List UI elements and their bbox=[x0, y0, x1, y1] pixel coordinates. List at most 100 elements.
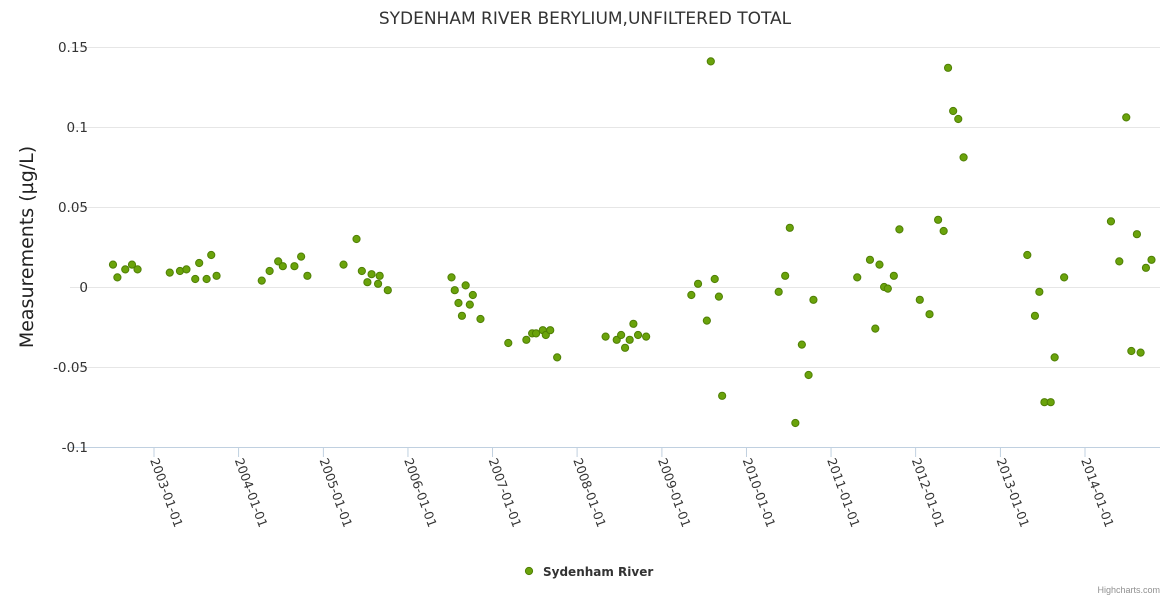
data-point[interactable] bbox=[774, 287, 783, 296]
data-point[interactable] bbox=[620, 343, 630, 352]
data-point[interactable] bbox=[1060, 273, 1069, 282]
data-point[interactable] bbox=[476, 314, 485, 324]
data-point[interactable] bbox=[871, 324, 880, 333]
data-point[interactable] bbox=[1106, 217, 1116, 226]
data-point[interactable] bbox=[265, 266, 274, 276]
data-point[interactable] bbox=[1136, 348, 1145, 357]
x-tick-label: 2004-01-01 bbox=[232, 456, 271, 529]
data-point[interactable] bbox=[367, 270, 376, 279]
data-point[interactable] bbox=[1147, 255, 1156, 264]
data-point[interactable] bbox=[925, 310, 934, 319]
data-point[interactable] bbox=[375, 271, 384, 280]
data-point[interactable] bbox=[1050, 353, 1059, 362]
data-point[interactable] bbox=[1023, 250, 1032, 260]
data-point[interactable] bbox=[706, 57, 715, 66]
y-tick-label: -0.1 bbox=[62, 440, 88, 456]
data-point[interactable] bbox=[113, 273, 122, 282]
data-point[interactable] bbox=[1122, 113, 1131, 122]
data-point[interactable] bbox=[889, 271, 898, 280]
data-point[interactable] bbox=[939, 226, 948, 236]
data-point[interactable] bbox=[465, 300, 474, 309]
data-point[interactable] bbox=[875, 260, 884, 269]
data-point[interactable] bbox=[1127, 346, 1136, 356]
data-point[interactable] bbox=[601, 332, 610, 341]
data-point[interactable] bbox=[804, 370, 813, 380]
data-point[interactable] bbox=[791, 418, 800, 428]
data-point[interactable] bbox=[933, 215, 943, 224]
data-point[interactable] bbox=[257, 276, 266, 285]
data-point[interactable] bbox=[191, 274, 200, 284]
data-point[interactable] bbox=[202, 274, 211, 284]
data-point[interactable] bbox=[553, 353, 562, 362]
data-point[interactable] bbox=[182, 265, 191, 274]
data-point[interactable] bbox=[357, 266, 366, 276]
data-point[interactable] bbox=[461, 281, 470, 290]
data-point[interactable] bbox=[274, 257, 283, 266]
data-point[interactable] bbox=[447, 273, 456, 282]
data-point[interactable] bbox=[531, 329, 541, 338]
data-point[interactable] bbox=[303, 271, 312, 280]
data-point[interactable] bbox=[133, 265, 142, 274]
data-point[interactable] bbox=[1141, 263, 1151, 272]
data-point[interactable] bbox=[1132, 230, 1142, 239]
data-point[interactable] bbox=[959, 153, 968, 162]
data-point[interactable] bbox=[718, 391, 727, 400]
data-point[interactable] bbox=[352, 234, 361, 244]
data-point[interactable] bbox=[633, 330, 643, 340]
data-point[interactable] bbox=[1046, 398, 1055, 407]
data-point[interactable] bbox=[127, 260, 137, 269]
data-point[interactable] bbox=[642, 332, 651, 341]
data-point[interactable] bbox=[457, 311, 467, 320]
data-point[interactable] bbox=[710, 274, 719, 284]
legend[interactable]: Sydenham River bbox=[524, 565, 653, 579]
data-point[interactable] bbox=[468, 290, 477, 300]
data-point[interactable] bbox=[1030, 311, 1040, 320]
x-tick-label: 2009-01-01 bbox=[655, 456, 694, 529]
data-point[interactable] bbox=[617, 330, 626, 340]
data-point[interactable] bbox=[693, 279, 703, 288]
data-point[interactable] bbox=[297, 252, 306, 261]
data-point[interactable] bbox=[363, 278, 372, 287]
data-point[interactable] bbox=[687, 290, 696, 300]
data-point[interactable] bbox=[121, 265, 130, 274]
data-point[interactable] bbox=[504, 338, 513, 348]
data-point[interactable] bbox=[165, 268, 174, 277]
data-point[interactable] bbox=[714, 292, 724, 301]
data-point[interactable] bbox=[454, 298, 463, 308]
data-point[interactable] bbox=[895, 225, 904, 234]
data-point[interactable] bbox=[546, 326, 555, 335]
data-point[interactable] bbox=[195, 258, 204, 268]
data-point[interactable] bbox=[629, 319, 638, 328]
legend-label-sydenham-river[interactable]: Sydenham River bbox=[543, 565, 653, 579]
data-point[interactable] bbox=[212, 271, 221, 280]
data-point[interactable] bbox=[625, 335, 634, 344]
data-point[interactable] bbox=[108, 260, 118, 269]
x-tick-label: 2012-01-01 bbox=[909, 456, 948, 529]
data-point[interactable] bbox=[278, 262, 287, 271]
data-point[interactable] bbox=[290, 262, 299, 271]
data-point[interactable] bbox=[785, 223, 794, 232]
data-point[interactable] bbox=[339, 260, 348, 269]
y-tick-label: -0.05 bbox=[53, 360, 88, 376]
data-point[interactable] bbox=[450, 286, 459, 295]
credits-link[interactable]: Highcharts.com bbox=[1097, 585, 1160, 595]
data-point[interactable] bbox=[865, 255, 875, 264]
data-point[interactable] bbox=[883, 284, 892, 293]
data-point[interactable] bbox=[781, 271, 790, 280]
data-point[interactable] bbox=[1035, 287, 1044, 296]
data-point[interactable] bbox=[702, 316, 711, 325]
data-point[interactable] bbox=[383, 286, 392, 295]
data-point[interactable] bbox=[797, 340, 806, 349]
data-point[interactable] bbox=[853, 273, 862, 282]
data-point[interactable] bbox=[943, 63, 953, 72]
data-point[interactable] bbox=[522, 335, 531, 344]
data-point[interactable] bbox=[949, 106, 958, 116]
data-point[interactable] bbox=[915, 295, 924, 304]
data-point[interactable] bbox=[1115, 257, 1124, 266]
data-point[interactable] bbox=[373, 279, 383, 288]
data-point[interactable] bbox=[207, 250, 216, 260]
data-point[interactable] bbox=[954, 114, 963, 124]
data-point[interactable] bbox=[809, 295, 818, 304]
x-tick-label: 2006-01-01 bbox=[401, 456, 440, 529]
